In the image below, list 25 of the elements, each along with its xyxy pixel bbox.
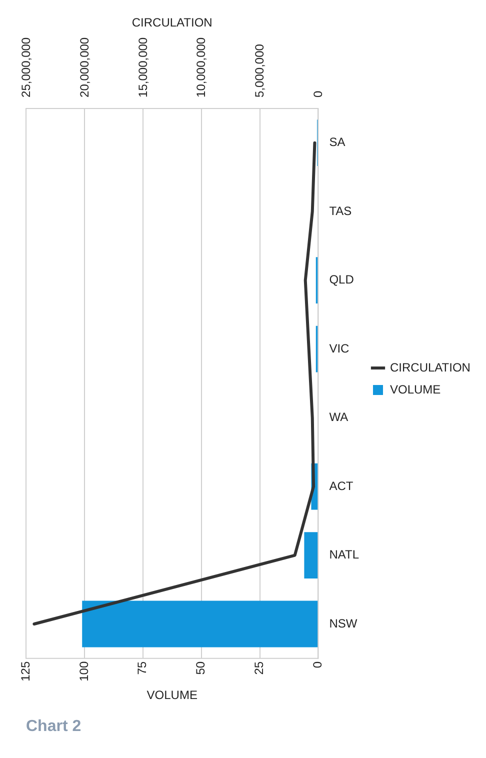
x-tick-label: 75 [135, 661, 150, 675]
x2-axis-title: CIRCULATION [132, 16, 212, 30]
y-tick-label: ACT [329, 478, 354, 493]
y-tick-label: TAS [329, 204, 352, 218]
legend-label: VOLUME [390, 382, 441, 396]
y-tick-label: VIC [329, 341, 350, 356]
x2-tick-label: 0 [311, 90, 326, 98]
y-tick-label: QLD [329, 272, 354, 287]
x-axis-title: VOLUME [146, 688, 198, 702]
x-tick-label: 100 [76, 661, 91, 682]
x-tick-label: 50 [194, 661, 208, 675]
x2-tick-label: 15,000,000 [136, 37, 150, 98]
y-tick-label: WA [329, 410, 348, 424]
y-tick-label: NSW [329, 616, 358, 630]
y-tick-label: SA [329, 135, 346, 150]
x-tick-label: 0 [310, 661, 325, 668]
x-tick-label: 25 [252, 661, 266, 675]
x2-tick-label: 10,000,000 [194, 37, 208, 98]
x2-tick-label: 5,000,000 [252, 44, 267, 98]
x2-tick-label: 25,000,000 [18, 37, 33, 98]
text: Chart 2 [26, 718, 82, 735]
x2-tick-label: 20,000,000 [77, 37, 92, 98]
x-tick-label: 125 [18, 661, 32, 682]
legend-label: CIRCULATION [390, 360, 470, 374]
y-tick-label: NATL [329, 548, 360, 562]
